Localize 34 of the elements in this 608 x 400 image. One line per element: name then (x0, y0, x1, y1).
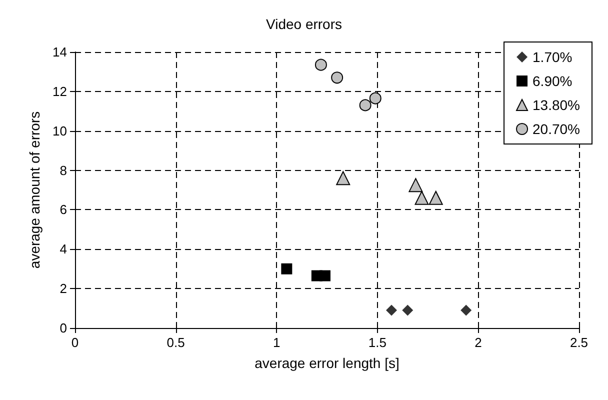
legend-label: 1.70% (532, 49, 572, 65)
y-tick-label: 14 (52, 44, 67, 60)
y-tick-label: 4 (60, 242, 67, 257)
chart-title: Video errors (266, 16, 342, 32)
point (331, 72, 344, 84)
x-tick-label: 0 (71, 335, 79, 350)
point (314, 58, 327, 71)
y-tick-label: 0 (60, 320, 67, 336)
x-tick-label: 2 (474, 335, 482, 350)
x-tick-label: 1 (272, 335, 280, 350)
point (359, 99, 372, 112)
y-axis-title: average amount of errors (26, 111, 43, 269)
x-axis-title: average error length [s] (254, 355, 400, 371)
point (281, 263, 292, 274)
y-tick-label: 8 (60, 162, 67, 178)
legend-label: 6.90% (532, 73, 572, 89)
point (336, 171, 350, 186)
y-tick-label: 2 (60, 281, 67, 296)
y-tick-label: 12 (52, 84, 67, 99)
y-tick-label: 10 (52, 123, 67, 138)
point (408, 178, 423, 192)
point (428, 190, 443, 205)
point (386, 304, 398, 316)
x-tick-label: 0.5 (166, 335, 185, 350)
y-tick-label: 6 (60, 202, 67, 218)
point (460, 304, 472, 316)
legend-label: 13.80% (532, 97, 580, 113)
x-tick-label: 2.5 (570, 335, 588, 350)
point (402, 304, 414, 316)
x-tick-label: 1.5 (368, 335, 386, 350)
point (414, 190, 429, 205)
legend-label: 20.70% (532, 121, 580, 137)
point (369, 92, 382, 104)
point (319, 270, 330, 282)
